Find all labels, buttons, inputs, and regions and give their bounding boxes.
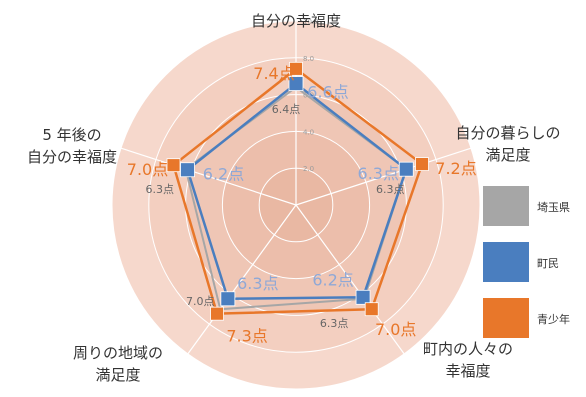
data-point: [180, 162, 195, 178]
legend-label: 町民: [537, 257, 559, 270]
data-point: [364, 302, 379, 317]
value-label: 6.3点: [358, 164, 399, 183]
legend-label: 青少年: [537, 312, 570, 326]
data-point: [210, 306, 224, 321]
value-label: 7.0点: [375, 320, 416, 339]
legend-swatch: [483, 242, 529, 282]
axis-label: 町内の人々の幸福度: [423, 340, 513, 380]
axis-label: 自分の暮らしの満足度: [455, 124, 560, 164]
radar-series: [166, 61, 429, 321]
value-label: 6.3点: [376, 183, 405, 196]
value-labels: 6.4点6.3点6.3点7.0点6.3点6.6点6.3点6.2点6.3点6.2点…: [127, 64, 477, 346]
legend-swatch: [483, 186, 529, 226]
tick-label: 4.0: [303, 128, 314, 136]
value-label: 6.4点: [272, 103, 301, 116]
axis-label: 5 年後の自分の幸福度: [27, 126, 117, 166]
value-label: 7.4点: [253, 64, 294, 83]
value-label: 6.2点: [203, 165, 244, 184]
grid-spoke: [187, 204, 297, 355]
value-label: 6.3点: [320, 317, 349, 330]
value-label: 6.3点: [237, 274, 278, 293]
value-label: 7.3点: [226, 327, 267, 346]
legend-label: 埼玉県: [537, 200, 570, 214]
data-point: [166, 158, 181, 173]
value-label: 7.2点: [435, 159, 476, 178]
data-point: [415, 157, 429, 171]
axis-label: 自分の幸福度: [251, 12, 341, 30]
data-point: [220, 291, 236, 307]
tick-label: 2.0: [303, 165, 314, 173]
value-label: 6.3点: [146, 183, 175, 196]
tick-label: 8.0: [303, 55, 314, 63]
series-line-青少年: [172, 67, 424, 315]
legend-swatch: [483, 298, 529, 338]
value-label: 6.2点: [312, 270, 353, 289]
tick-label: 10.0: [303, 18, 319, 26]
value-label: 7.0点: [186, 295, 215, 308]
data-point: [288, 76, 304, 91]
data-point: [398, 161, 414, 177]
value-label: 7.0点: [127, 160, 168, 179]
grid-spoke: [295, 204, 405, 355]
grid-spoke: [295, 147, 472, 206]
data-point: [289, 61, 303, 76]
value-label: 6.6点: [307, 83, 348, 102]
axis-label: 周りの地域の満足度: [73, 344, 163, 384]
grid-spoke: [120, 147, 297, 206]
series-line-町民: [186, 82, 408, 301]
data-point: [355, 289, 371, 305]
